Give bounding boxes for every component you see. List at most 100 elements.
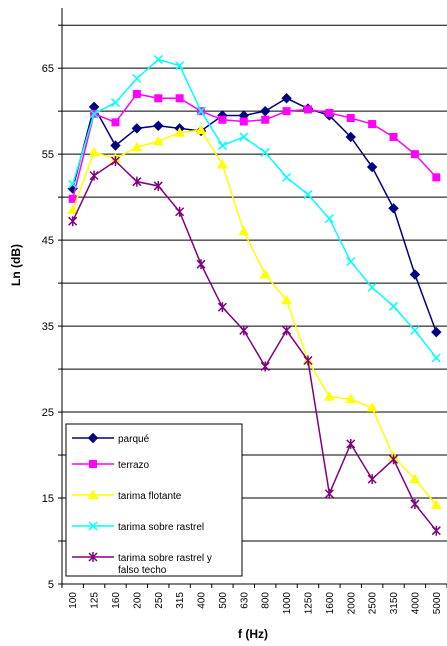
- data-point: [174, 127, 185, 137]
- data-point: [239, 132, 249, 142]
- data-point: [110, 156, 121, 167]
- data-point: [282, 325, 292, 336]
- data-point: [175, 61, 185, 71]
- data-point: [303, 355, 313, 366]
- data-point: [282, 172, 292, 182]
- data-point: [261, 115, 270, 124]
- series-line: [71, 93, 437, 200]
- legend-box: [65, 423, 243, 577]
- data-point: [324, 214, 334, 224]
- x-tick-label: 630: [239, 592, 250, 609]
- data-point: [68, 179, 78, 189]
- series: [68, 55, 441, 363]
- x-tick-label: 500: [218, 592, 229, 609]
- data-point: [345, 393, 357, 404]
- data-point: [132, 176, 142, 187]
- data-point: [325, 108, 334, 117]
- data-point: [87, 432, 99, 444]
- series-line: [71, 97, 438, 333]
- y-tick-label: 15: [42, 493, 54, 505]
- data-point: [345, 131, 356, 143]
- data-point: [111, 118, 120, 127]
- legend-label: terrazo: [118, 460, 150, 471]
- legend-label: tarima sobre rastrel: [118, 522, 204, 533]
- data-point: [303, 105, 312, 114]
- data-point: [195, 124, 207, 135]
- legend: parqué terrazo tarima flotante tarima sobre…: [65, 423, 243, 577]
- series: [67, 124, 442, 509]
- data-point: [282, 107, 291, 116]
- data-point: [389, 132, 398, 141]
- data-point: [110, 98, 121, 108]
- x-tick-label: 1000: [282, 592, 293, 615]
- data-point: [366, 402, 378, 412]
- data-point: [238, 226, 250, 236]
- data-point: [196, 259, 206, 270]
- legend-item: tarima sobre rastrel y falso techo: [72, 552, 212, 576]
- data-point: [367, 474, 377, 485]
- y-tick-label: 25: [42, 407, 54, 419]
- data-point: [67, 204, 79, 215]
- data-point: [366, 161, 378, 173]
- data-point: [430, 499, 442, 509]
- x-tick-label: 3150: [389, 592, 400, 615]
- data-point: [175, 206, 185, 217]
- data-point: [153, 180, 163, 191]
- axes: [58, 8, 447, 588]
- y-tick-label: 5: [48, 579, 54, 591]
- data-point: [88, 552, 98, 562]
- y-tick-label: 65: [42, 63, 54, 75]
- data-point: [218, 115, 227, 124]
- data-point: [152, 135, 164, 146]
- legend-item: tarima flotante: [72, 489, 182, 502]
- data-point: [132, 89, 141, 98]
- data-point: [410, 325, 420, 335]
- data-point: [388, 301, 399, 311]
- series-line: [71, 58, 437, 359]
- data-point: [388, 203, 399, 214]
- data-point: [89, 170, 99, 181]
- x-tick-label: 160: [111, 592, 122, 609]
- data-point: [388, 454, 399, 465]
- data-point: [410, 150, 419, 159]
- data-point: [346, 257, 356, 267]
- x-tick-label: 100: [68, 592, 79, 609]
- x-axis-title: f (Hz): [238, 627, 268, 641]
- data-point: [281, 93, 292, 104]
- data-point: [431, 326, 442, 338]
- data-point: [303, 190, 313, 200]
- data-point: [346, 438, 356, 449]
- data-point: [432, 173, 441, 182]
- data-point: [259, 105, 271, 117]
- legend-item: terrazo: [72, 460, 150, 471]
- data-point: [346, 114, 355, 123]
- x-tick-label: 125: [90, 592, 101, 609]
- legend-label: tarima sobre rastrel y falso techo: [118, 553, 212, 576]
- x-tick-label: 4000: [410, 592, 421, 615]
- y-axis-title: Ln (dB): [9, 244, 23, 286]
- legend-item: tarima sobre rastrel: [72, 521, 204, 533]
- legend-label: tarima flotante: [118, 491, 182, 502]
- x-tick-label: 250: [154, 592, 165, 609]
- data-point: [409, 473, 421, 484]
- data-point: [410, 499, 420, 510]
- y-tick-label: 55: [42, 149, 54, 161]
- x-tick-label: 2000: [346, 592, 357, 615]
- data-point: [324, 488, 334, 499]
- data-point: [217, 158, 228, 169]
- data-point: [89, 109, 99, 119]
- data-point: [154, 94, 163, 103]
- data-point: [217, 302, 227, 313]
- y-tick-label: 45: [42, 235, 54, 247]
- data-point: [110, 140, 121, 151]
- series: [67, 93, 442, 338]
- x-tick-label: 400: [197, 592, 208, 609]
- legend-label: parqué: [118, 434, 150, 445]
- data-point: [153, 120, 164, 131]
- x-tick-label: 1600: [325, 592, 336, 615]
- x-tick-label: 5000: [432, 592, 443, 615]
- data-point: [153, 55, 163, 65]
- data-point: [239, 117, 248, 126]
- x-tick-label: 315: [175, 592, 186, 609]
